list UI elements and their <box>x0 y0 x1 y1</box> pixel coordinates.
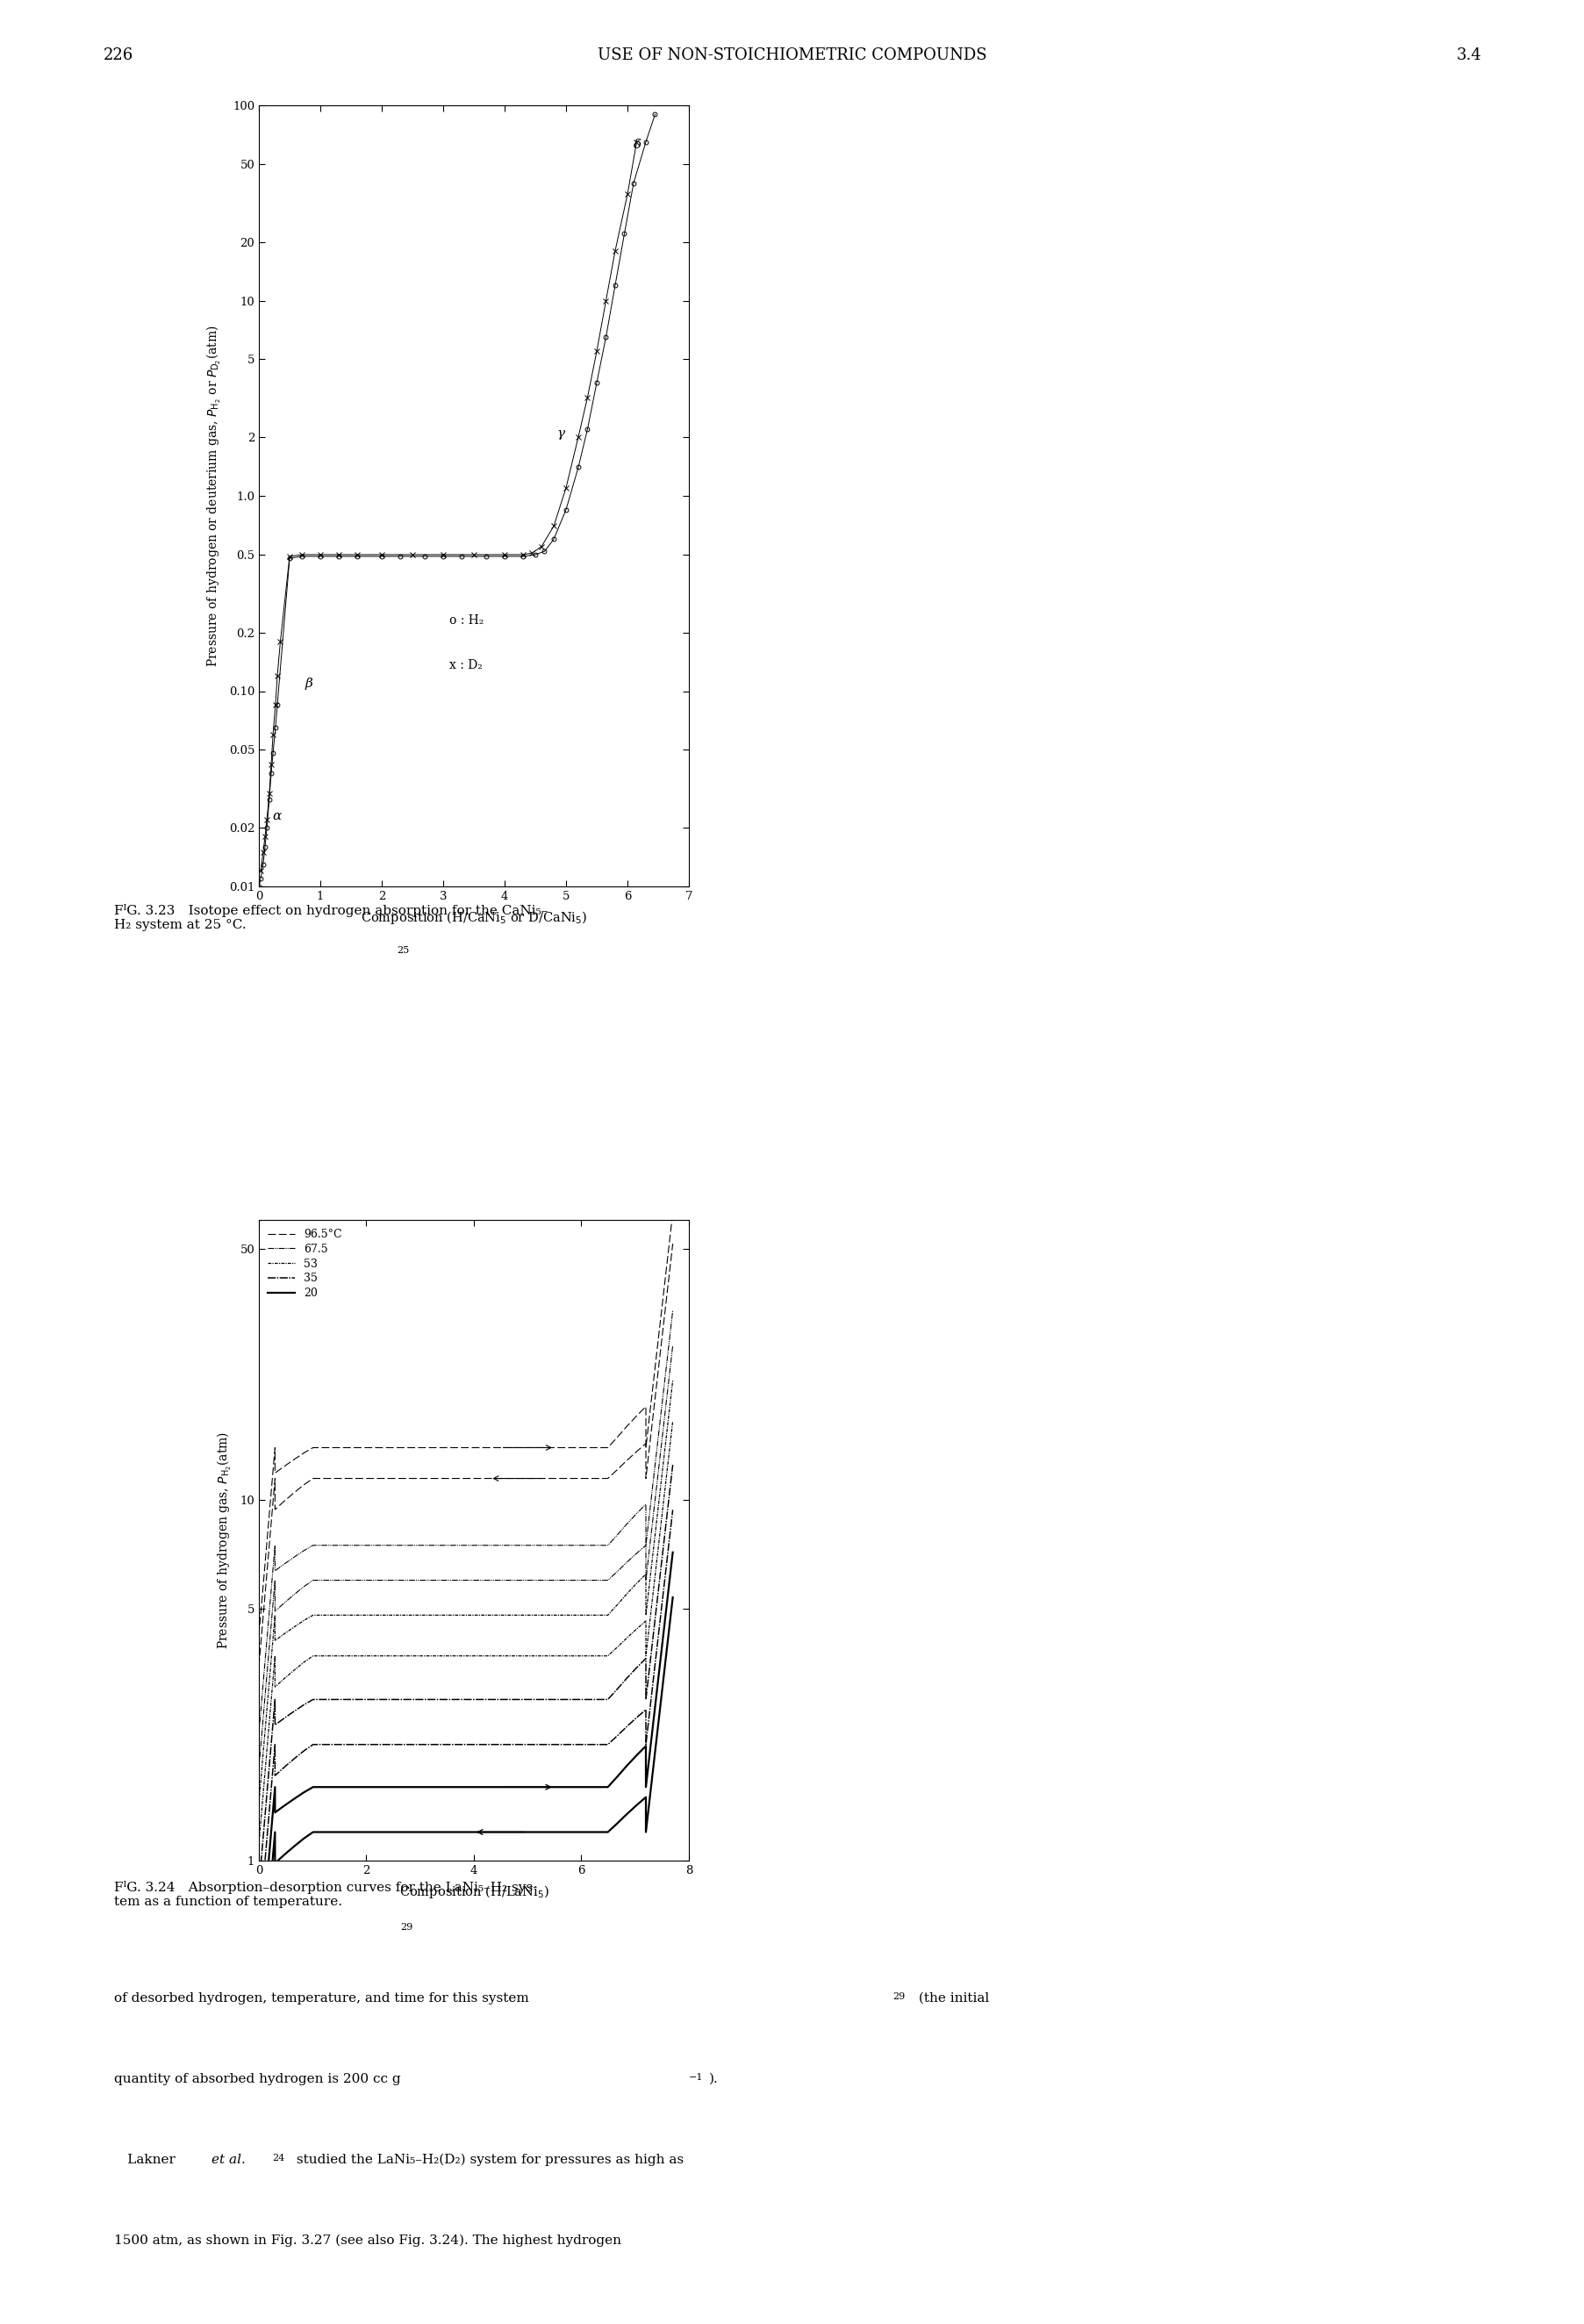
Text: 1500 atm, as shown in Fig. 3.27 (see also Fig. 3.24). The highest hydrogen: 1500 atm, as shown in Fig. 3.27 (see als… <box>114 2233 621 2247</box>
Text: ).: ). <box>708 2073 718 2085</box>
Text: β: β <box>304 676 312 690</box>
Text: studied the LaNi₅–H₂(D₂) system for pressures as high as: studied the LaNi₅–H₂(D₂) system for pres… <box>293 2154 684 2166</box>
Text: (the initial: (the initial <box>914 1992 988 2006</box>
Text: FᴵG. 3.24 Absorption–desorption curves for the LaNi₅–H₂ sys-
tem as a function o: FᴵG. 3.24 Absorption–desorption curves f… <box>114 1880 537 1908</box>
Text: 3.4: 3.4 <box>1456 46 1481 63</box>
Text: 29: 29 <box>399 1922 412 1931</box>
Y-axis label: Pressure of hydrogen or deuterium gas, $P_{\mathrm{H_2}}$ or $P_{\mathrm{D_2}}$(: Pressure of hydrogen or deuterium gas, $… <box>204 325 223 667</box>
Text: 29: 29 <box>892 1992 904 2001</box>
X-axis label: Composition (H/CaNi$_5$ or D/CaNi$_5$): Composition (H/CaNi$_5$ or D/CaNi$_5$) <box>360 909 588 925</box>
Legend: 96.5°C, 67.5, 53, 35, 20: 96.5°C, 67.5, 53, 35, 20 <box>265 1225 345 1301</box>
Text: γ: γ <box>556 428 564 439</box>
Text: quantity of absorbed hydrogen is 200 cc g: quantity of absorbed hydrogen is 200 cc … <box>114 2073 401 2085</box>
Text: 24: 24 <box>272 2154 285 2161</box>
X-axis label: Composition (H/LaNi$_5$): Composition (H/LaNi$_5$) <box>399 1882 548 1901</box>
Text: et al.: et al. <box>211 2154 246 2166</box>
Text: −1: −1 <box>687 2073 703 2082</box>
Text: x : D₂: x : D₂ <box>448 660 482 672</box>
Text: of desorbed hydrogen, temperature, and time for this system: of desorbed hydrogen, temperature, and t… <box>114 1992 529 2006</box>
Text: 226: 226 <box>103 46 133 63</box>
Text: δ: δ <box>634 139 642 151</box>
Y-axis label: Pressure of hydrogen gas, $P_{\mathrm{H_2}}$(atm): Pressure of hydrogen gas, $P_{\mathrm{H_… <box>215 1432 234 1650</box>
Text: FᴵG. 3.23 Isotope effect on hydrogen absorption for the CaNi₅–
H₂ system at 25 °: FᴵG. 3.23 Isotope effect on hydrogen abs… <box>114 904 548 932</box>
Text: α: α <box>272 809 282 823</box>
Text: Lakner: Lakner <box>114 2154 179 2166</box>
Text: 25: 25 <box>396 946 409 955</box>
Text: o : H₂: o : H₂ <box>448 614 483 627</box>
Text: USE OF NON-STOICHIOMETRIC COMPOUNDS: USE OF NON-STOICHIOMETRIC COMPOUNDS <box>597 46 987 63</box>
